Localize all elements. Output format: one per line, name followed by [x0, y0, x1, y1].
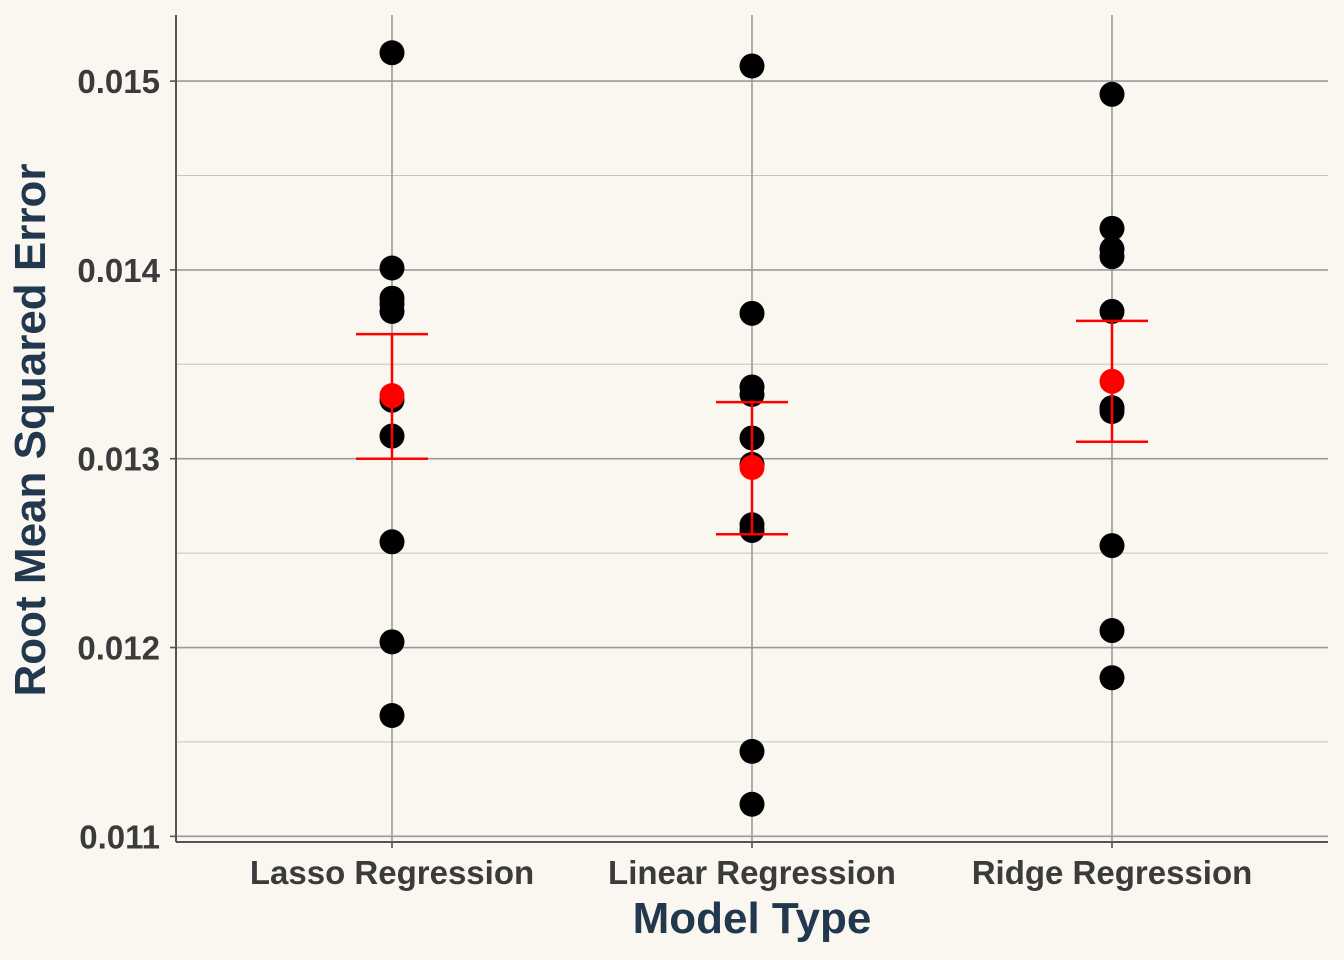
y-tick-label: 0.011	[79, 818, 160, 855]
data-point	[739, 738, 765, 764]
data-point	[1099, 81, 1125, 107]
data-point	[1099, 298, 1125, 324]
x-tick-label: Linear Regression	[608, 854, 896, 891]
data-point	[1099, 665, 1125, 691]
data-point	[739, 382, 765, 408]
data-point	[739, 53, 765, 79]
data-point	[1099, 533, 1125, 559]
y-axis-ticks: 0.011 0.012 0.013 0.014 0.015	[77, 63, 176, 855]
data-point	[739, 791, 765, 817]
data-point	[379, 255, 405, 281]
data-point	[739, 300, 765, 326]
data-point	[1099, 215, 1125, 241]
x-tick-label: Lasso Regression	[250, 854, 534, 891]
x-axis-title: Model Type	[633, 894, 872, 943]
data-point	[379, 529, 405, 555]
y-tick-label: 0.012	[77, 630, 160, 667]
data-point	[379, 40, 405, 66]
mean-point	[739, 454, 765, 480]
mean-error-bars	[356, 319, 1148, 536]
data-point	[1099, 618, 1125, 644]
data-point	[379, 629, 405, 655]
y-tick-label: 0.015	[77, 63, 160, 100]
data-point	[1099, 244, 1125, 270]
data-point	[379, 702, 405, 728]
mean-point	[379, 383, 405, 409]
x-tick-label: Ridge Regression	[972, 854, 1253, 891]
y-axis-title: Root Mean Squared Error	[6, 164, 55, 697]
mean-point	[1099, 368, 1125, 394]
y-tick-label: 0.014	[77, 252, 160, 289]
data-point	[379, 298, 405, 324]
x-axis-ticks: Lasso Regression Linear Regression Ridge R…	[250, 842, 1252, 891]
y-tick-label: 0.013	[77, 441, 160, 478]
